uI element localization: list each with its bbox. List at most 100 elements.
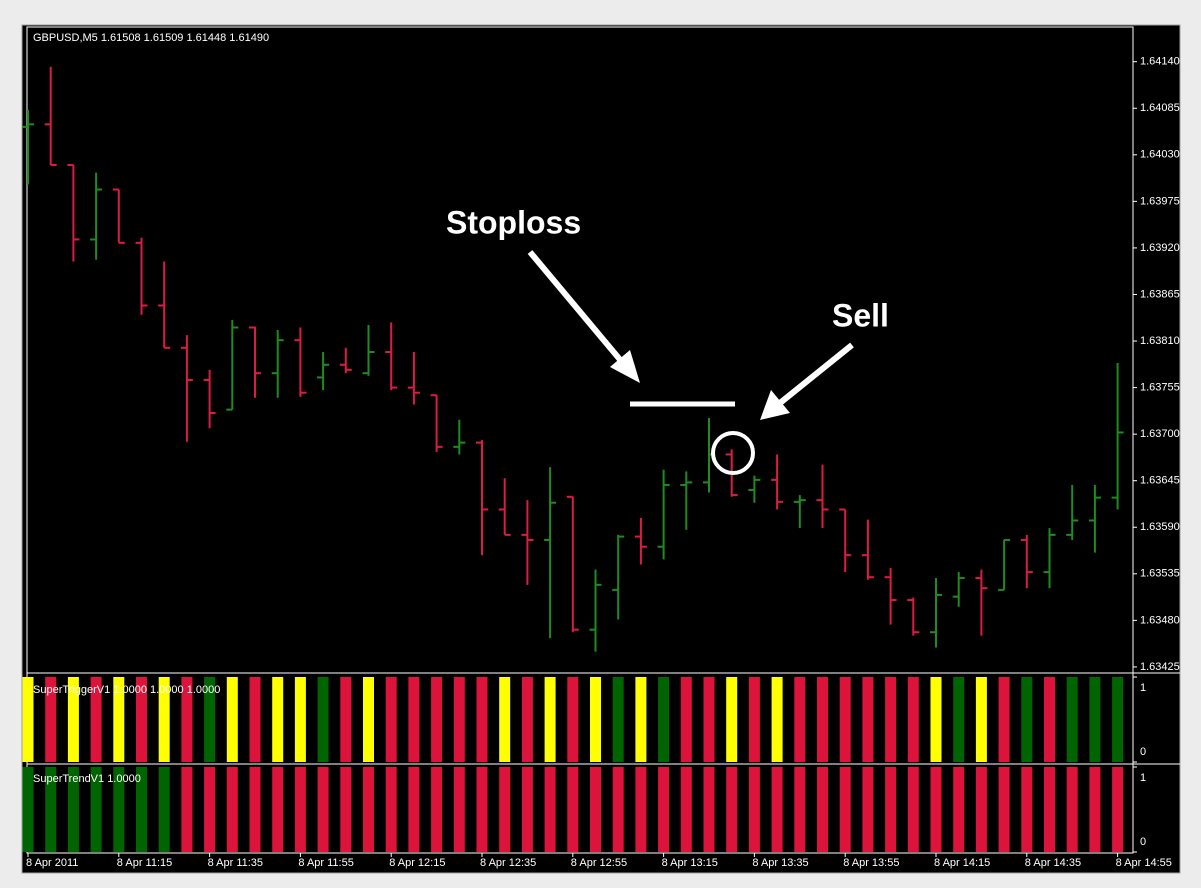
y-tick-label: 1.64085 (1140, 102, 1180, 114)
indicator-bar (953, 767, 965, 852)
indicator-bar (907, 767, 919, 852)
indicator-bar (22, 677, 34, 762)
indicator-bar (204, 677, 216, 762)
y-tick-label: 1.63480 (1140, 614, 1180, 626)
y-tick-label: 1.63975 (1140, 195, 1180, 207)
x-tick-label: 8 Apr 11:15 (117, 857, 172, 869)
y-tick-label: 1.64140 (1140, 56, 1180, 68)
indicator-bar (67, 677, 79, 762)
indicator-bar (45, 677, 57, 762)
indicator-bar (680, 767, 692, 852)
y-tick-label: 1 (1140, 772, 1146, 784)
x-tick-label: 8 Apr 13:55 (843, 857, 899, 869)
indicator-bar (22, 767, 34, 852)
indicator-bar (1021, 677, 1033, 762)
x-tick-label: 8 Apr 14:35 (1025, 857, 1081, 869)
y-tick-label: 1.64030 (1140, 149, 1180, 161)
indicator-bar (158, 677, 170, 762)
x-tick-label: 8 Apr 12:15 (389, 857, 445, 869)
y-tick-label: 1.63425 (1140, 661, 1180, 673)
annotation: Sell (832, 297, 889, 333)
x-tick-label: 8 Apr 13:15 (662, 857, 718, 869)
x-tick-label: 8 Apr 2011 (26, 857, 78, 869)
indicator-bar (476, 677, 488, 762)
indicator-bar (499, 677, 511, 762)
indicator-bar (590, 677, 601, 762)
indicator-bar (748, 677, 760, 762)
indicator-bar (1044, 677, 1055, 762)
indicator-bar (67, 767, 79, 852)
indicator-bar (839, 767, 851, 852)
indicator-bar (136, 767, 147, 852)
indicator-bar (726, 767, 738, 852)
x-tick-label: 8 Apr 12:35 (480, 857, 536, 869)
indicator-bar (294, 677, 306, 762)
indicator-bar (521, 767, 533, 852)
indicator-bar (408, 677, 420, 762)
indicator-bar (635, 767, 647, 852)
indicator-bar (1089, 767, 1101, 852)
indicator-bar (862, 767, 874, 852)
y-tick-label: 1.63920 (1140, 242, 1180, 254)
indicator-bar (272, 767, 284, 852)
indicator-bar (294, 767, 306, 852)
indicator-bar (703, 767, 715, 852)
y-tick-label: 1.63535 (1140, 568, 1180, 580)
indicator-bar (249, 767, 261, 852)
indicator-bar (453, 767, 465, 852)
indicator-bar (748, 767, 760, 852)
x-tick-label: 8 Apr 11:35 (208, 857, 263, 869)
y-tick-label: 1.63645 (1140, 475, 1180, 487)
indicator-bar (453, 677, 465, 762)
indicator-bar (249, 677, 261, 762)
y-tick-label: 1.63590 (1140, 521, 1180, 533)
indicator-bar (45, 767, 57, 852)
indicator-bar (998, 677, 1010, 762)
indicator-bar (317, 767, 329, 852)
indicator-bar (544, 767, 556, 852)
indicator-bar (794, 677, 806, 762)
indicator-bar (1044, 767, 1055, 852)
indicator-bar (930, 767, 942, 852)
chart-title: GBPUSD,M5 1.61508 1.61509 1.61448 1.6149… (33, 32, 269, 44)
indicator-bar (272, 677, 284, 762)
arrow-head (760, 390, 790, 420)
indicator-bar (1066, 677, 1078, 762)
indicator-bar (817, 677, 828, 762)
y-tick-label: 0 (1140, 746, 1146, 758)
indicator-bar (1021, 767, 1033, 852)
indicator-bar (953, 677, 965, 762)
indicator-bar (907, 677, 919, 762)
indicator-bar (226, 677, 238, 762)
indicator-bar (204, 767, 216, 852)
indicator-bar (340, 767, 352, 852)
indicator-bar (431, 677, 443, 762)
indicator-bar (680, 677, 692, 762)
indicator-bar (975, 677, 987, 762)
indicator-bar (567, 677, 579, 762)
indicator-bar (90, 677, 102, 762)
indicator-bar (612, 677, 624, 762)
indicator-bar (385, 767, 397, 852)
indicator-bar (703, 677, 715, 762)
indicator-bar (658, 767, 670, 852)
y-tick-label: 1 (1140, 682, 1146, 694)
indicator-bar (431, 767, 443, 852)
indicator-bar (340, 677, 352, 762)
indicator-bar (590, 767, 601, 852)
indicator-bar (635, 677, 647, 762)
indicator-bar (158, 767, 170, 852)
indicator-bar (612, 767, 624, 852)
indicator-bar (885, 767, 897, 852)
indicator-bar (998, 767, 1010, 852)
indicator-bar (113, 767, 125, 852)
indicator-bar (363, 767, 374, 852)
arrow-head (610, 350, 640, 383)
indicator-bar (1066, 767, 1078, 852)
indicator-bar (885, 677, 897, 762)
y-tick-label: 1.63865 (1140, 288, 1180, 300)
indicator-bar (726, 677, 738, 762)
indicator-bar (771, 677, 783, 762)
